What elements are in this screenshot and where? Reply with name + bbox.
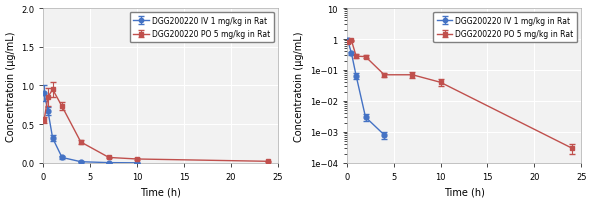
X-axis label: Time (h): Time (h) — [140, 186, 181, 197]
Y-axis label: Concentratoin (μg/mL): Concentratoin (μg/mL) — [5, 31, 15, 141]
Legend: DGG200220 IV 1 mg/kg in Rat, DGG200220 PO 5 mg/kg in Rat: DGG200220 IV 1 mg/kg in Rat, DGG200220 P… — [130, 13, 274, 43]
Legend: DGG200220 IV 1 mg/kg in Rat, DGG200220 PO 5 mg/kg in Rat: DGG200220 IV 1 mg/kg in Rat, DGG200220 P… — [433, 13, 577, 43]
Y-axis label: Concentratoin (μg/mL): Concentratoin (μg/mL) — [294, 31, 304, 141]
X-axis label: Time (h): Time (h) — [443, 186, 484, 197]
